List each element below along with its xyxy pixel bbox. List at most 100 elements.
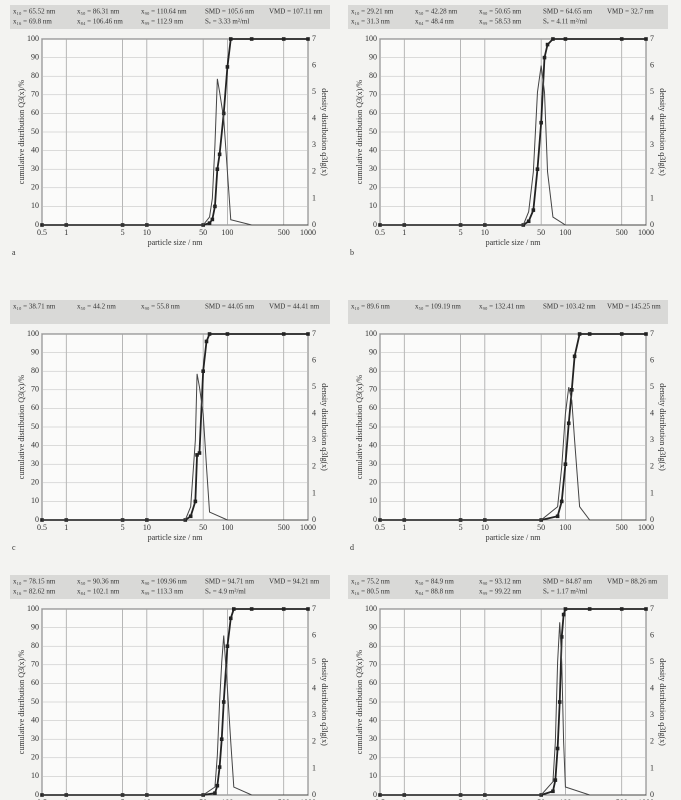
x-tick-label: 1000 [300,228,316,237]
stat-text: VMD = 107.11 nm [269,8,323,16]
y-tick-label: 70 [369,90,377,99]
stat-text: x₉₀ = 93.12 nm [479,578,522,586]
series-line [380,65,646,226]
y-tick-label: 90 [31,622,39,631]
x-tick-label: 500 [278,523,290,532]
y2-tick-label: 2 [312,462,316,471]
y2-tick-label: 2 [650,167,654,176]
y-axis-label: cumulative distribution Q3(x)/% [17,649,26,754]
data-point [542,55,547,60]
data-point [210,217,215,222]
data-point [225,332,230,336]
stat-text: SMD = 105.6 nm [205,8,255,16]
y2-axis-label: density distribution q3lg(x) [658,88,667,176]
y-tick-label: 90 [369,622,377,631]
y-tick-label: 40 [369,145,377,154]
stat-text: x₉₉ = 58.53 nm [479,18,522,26]
stat-text: SMD = 84.87 nm [543,578,593,586]
x-tick-label: 500 [616,798,628,800]
y-tick-label: 90 [369,347,377,356]
x-tick-label: 1000 [638,798,654,800]
y2-tick-label: 6 [650,630,654,639]
stat-text: x₁₆ = 69.8 nm [13,18,52,26]
data-point [619,37,624,41]
data-point [563,462,568,466]
x-tick-label: 1 [402,798,406,800]
x-tick-label: 100 [559,523,571,532]
y-tick-label: 70 [31,385,39,394]
x-tick-label: 50 [537,228,545,237]
y-tick-label: 20 [369,183,377,192]
x-tick-label: 1000 [638,523,654,532]
y2-tick-label: 0 [312,790,316,799]
y2-axis-label: density distribution q3lg(x) [320,88,329,176]
x-tick-label: 100 [559,798,571,800]
y2-axis-label: density distribution q3lg(x) [320,383,329,471]
y-tick-label: 60 [369,108,377,117]
y2-tick-label: 5 [312,657,316,666]
y-tick-label: 10 [31,201,39,210]
stat-text: x₉₀ = 109.96 nm [141,578,187,586]
y-tick-label: 80 [31,71,39,80]
y-tick-label: 60 [31,678,39,687]
stat-text: Sᵥ = 4.11 m²/ml [543,18,587,26]
stat-text: x₁₀ = 75.2 nm [351,578,390,586]
y2-tick-label: 7 [312,329,316,338]
y2-tick-label: 7 [650,329,654,338]
y-tick-label: 90 [31,52,39,61]
y2-tick-label: 3 [650,435,654,444]
data-point [215,167,220,171]
stat-text: VMD = 145.25 nm [607,303,661,311]
stat-text: SMD = 44.05 nm [205,303,255,311]
x-tick-label: 0.5 [37,523,47,532]
y2-tick-label: 7 [312,604,316,613]
stat-text: x₅₀ = 42.28 nm [415,8,458,16]
stat-text: x₁₀ = 65.52 nm [13,8,56,16]
x-tick-label: 10 [481,798,489,800]
y-tick-label: 40 [31,440,39,449]
data-point [563,37,568,41]
series-line [380,387,646,521]
y-tick-label: 10 [369,496,377,505]
y-tick-label: 40 [369,715,377,724]
y2-axis-label: density distribution q3lg(x) [658,658,667,746]
stat-text: x₈₄ = 102.1 nm [77,588,120,596]
y-tick-label: 100 [27,34,39,43]
y2-tick-label: 5 [312,382,316,391]
data-point [619,607,624,611]
stat-text: VMD = 88.26 nm [607,578,658,586]
y2-tick-label: 3 [312,140,316,149]
x-tick-label: 10 [481,523,489,532]
x-tick-label: 500 [616,228,628,237]
y2-tick-label: 7 [650,34,654,43]
y2-tick-label: 4 [312,684,316,693]
data-point [281,332,286,336]
data-point [195,453,199,457]
y2-tick-label: 1 [650,763,654,772]
data-point [553,778,558,782]
y2-tick-label: 3 [312,710,316,719]
y-tick-label: 0 [373,790,377,799]
stat-text: x₅₀ = 84.9 nm [415,578,454,586]
stat-text: VMD = 44.41 nm [269,303,320,311]
data-point [249,37,254,41]
x-tick-label: 0.5 [375,228,385,237]
x-tick-label: 5 [121,228,125,237]
y-tick-label: 90 [369,52,377,61]
x-tick-label: 0.5 [37,228,47,237]
y-tick-label: 100 [365,329,377,338]
y-tick-label: 40 [31,715,39,724]
y-tick-label: 0 [35,790,39,799]
y-tick-label: 20 [369,753,377,762]
y-axis-label: cumulative distribution Q3(x)/% [17,374,26,479]
data-point [644,332,648,336]
chart-panel: x₁₀ = 65.52 nm x₅₀ = 86.31 nm x₉₀ = 110.64… [10,5,330,257]
x-tick-label: 10 [143,523,151,532]
x-tick-label: 1000 [638,228,654,237]
data-point [559,499,564,504]
x-tick-label: 100 [221,798,233,800]
y2-tick-label: 6 [312,60,316,69]
data-point [561,612,566,617]
y-tick-label: 10 [31,771,39,780]
y2-tick-label: 0 [312,220,316,229]
